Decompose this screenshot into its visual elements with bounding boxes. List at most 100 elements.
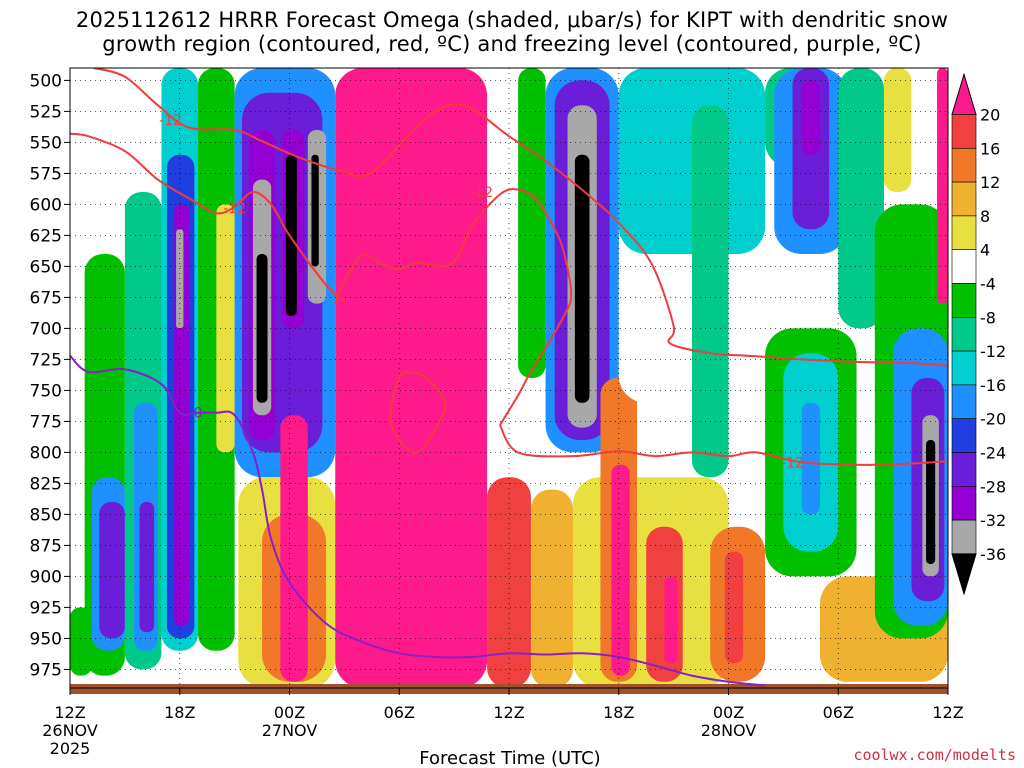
x-tick-date-0: 26NOV [42, 721, 98, 740]
y-tick-label-8: 700 [30, 319, 62, 339]
x-tick-label-3: 06Z [384, 703, 415, 722]
colorbar-label-3: 8 [980, 207, 990, 226]
y-tick-label-6: 650 [30, 257, 62, 277]
y-tick-label-2: 550 [30, 133, 62, 153]
colorbar-bin-9 [951, 384, 977, 419]
freezing-level-contour: 0 [70, 354, 766, 687]
credit-text: coolwx.com/modelts [853, 746, 1016, 764]
colorbar-bin-6 [951, 283, 977, 318]
dgz-contour-1 [70, 132, 346, 302]
x-tick-date-2: 27NOV [262, 721, 318, 740]
omega-cell-36 [611, 464, 630, 676]
colorbar-label-10: -24 [980, 444, 1006, 463]
colorbar-bin-5 [951, 249, 977, 284]
omega-cell-38 [664, 576, 678, 664]
chart-title-line-1: 2025112612 HRRR Forecast Omega (shaded, … [75, 8, 949, 32]
y-tick-label-15: 875 [30, 536, 62, 556]
y-tick-label-17: 925 [30, 598, 62, 618]
y-tick-label-16: 900 [30, 567, 62, 587]
y-axis: 500 525 550 575 600 625 650 675 700 725 750 775 800 8… [30, 71, 70, 680]
colorbar-top-arrow [951, 72, 977, 115]
omega-cell-27 [487, 477, 531, 688]
colorbar: 20 16 12 8 4 -4 -8 -12 -16 -20 -24 -28 -32 -36 [951, 72, 1006, 596]
y-tick-label-18: 950 [30, 629, 62, 649]
colorbar-label-1: 16 [980, 139, 1000, 158]
y-tick-label-4: 600 [30, 195, 62, 215]
colorbar-bin-7 [951, 316, 977, 352]
freezing-level-label: 0 [194, 406, 203, 422]
omega-cell-3 [99, 502, 125, 639]
colorbar-bin-11 [951, 452, 977, 487]
omega-cell-53 [838, 68, 884, 329]
colorbar-label-8: -16 [980, 376, 1006, 395]
x-tick-label-1: 18Z [164, 703, 195, 722]
x-tick-label-0: 12Z [54, 703, 85, 722]
freezing-level-line [70, 354, 766, 687]
y-tick-label-0: 500 [30, 71, 62, 91]
omega-cell-24 [280, 415, 308, 682]
y-tick-label-19: 975 [30, 660, 62, 680]
x-tick-label-4: 12Z [493, 703, 524, 722]
dgz-contour-label-0: -12 [159, 113, 182, 129]
omega-cell-59 [926, 440, 936, 564]
omega-cell-60 [937, 68, 948, 304]
dgz-contour-label-1: -12 [223, 201, 246, 217]
y-tick-label-7: 675 [30, 288, 62, 308]
omega-cell-21 [311, 154, 319, 267]
omega-cell-17 [256, 254, 268, 403]
colorbar-bin-2 [951, 148, 977, 183]
y-tick-label-10: 750 [30, 381, 62, 401]
x-axis-label: Forecast Time (UTC) [419, 748, 600, 768]
colorbar-label-11: -28 [980, 477, 1006, 496]
omega-cell-33 [574, 154, 590, 403]
omega-cell-49 [801, 80, 820, 155]
omega-cell-25 [335, 68, 488, 688]
dgz-contour-3 [499, 424, 948, 466]
x-tick-label-7: 06Z [823, 703, 854, 722]
colorbar-bottom-arrow [951, 553, 977, 596]
y-tick-label-5: 625 [30, 226, 62, 246]
omega-cell-6 [139, 502, 155, 633]
dgz-contour-label-3: -12 [781, 455, 804, 471]
omega-shading [70, 68, 948, 688]
colorbar-label-2: 12 [980, 173, 1000, 192]
y-tick-label-11: 775 [30, 412, 62, 432]
omega-cell-19 [285, 154, 297, 316]
colorbar-bin-1 [951, 114, 977, 149]
x-tick-label-5: 18Z [603, 703, 634, 722]
omega-cell-39 [618, 68, 766, 254]
colorbar-label-9: -20 [980, 410, 1006, 429]
colorbar-bin-13 [951, 519, 977, 555]
colorbar-bin-8 [951, 350, 977, 386]
dgz-contour-2 [334, 188, 573, 426]
colorbar-label-12: -32 [980, 511, 1006, 530]
colorbar-label-6: -8 [980, 308, 996, 327]
dgz-contours: -12 -12 -12 -12 [70, 68, 948, 471]
colorbar-bin-12 [951, 485, 977, 521]
colorbar-label-4: 4 [980, 241, 990, 260]
chart-title-line-2: growth region (contoured, red, ºC) and f… [102, 32, 922, 56]
dgz-contour-label-2: -12 [470, 185, 493, 201]
dgz-contour-0 [93, 68, 948, 367]
x-tick-year-0: 2025 [50, 739, 91, 758]
colorbar-label-0: 20 [980, 106, 1000, 125]
x-tick-label-6: 00Z [713, 703, 744, 722]
omega-cell-54 [883, 68, 912, 192]
colorbar-bin-10 [951, 418, 977, 453]
omega-cell-28 [518, 68, 546, 378]
x-tick-label-2: 00Z [274, 703, 305, 722]
omega-cell-26 [487, 68, 519, 478]
colorbar-label-7: -12 [980, 342, 1006, 361]
y-tick-label-1: 525 [30, 102, 62, 122]
omega-cell-43 [724, 551, 744, 664]
omega-cell-29 [530, 489, 574, 688]
colorbar-label-5: -4 [980, 275, 996, 294]
dgz-contour-4 [389, 370, 447, 454]
y-tick-label-9: 725 [30, 350, 62, 370]
y-tick-label-13: 825 [30, 474, 62, 494]
omega-cell-51 [801, 402, 820, 515]
y-tick-label-14: 850 [30, 505, 62, 525]
colorbar-bin-4 [951, 215, 977, 250]
